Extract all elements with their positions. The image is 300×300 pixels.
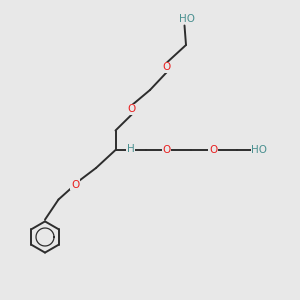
Text: O: O xyxy=(162,62,171,73)
Text: HO: HO xyxy=(179,14,196,24)
Text: H: H xyxy=(127,143,134,154)
Text: O: O xyxy=(128,104,136,115)
Text: HO: HO xyxy=(251,145,268,155)
Text: O: O xyxy=(209,145,217,155)
Text: O: O xyxy=(162,145,171,155)
Text: O: O xyxy=(71,179,79,190)
